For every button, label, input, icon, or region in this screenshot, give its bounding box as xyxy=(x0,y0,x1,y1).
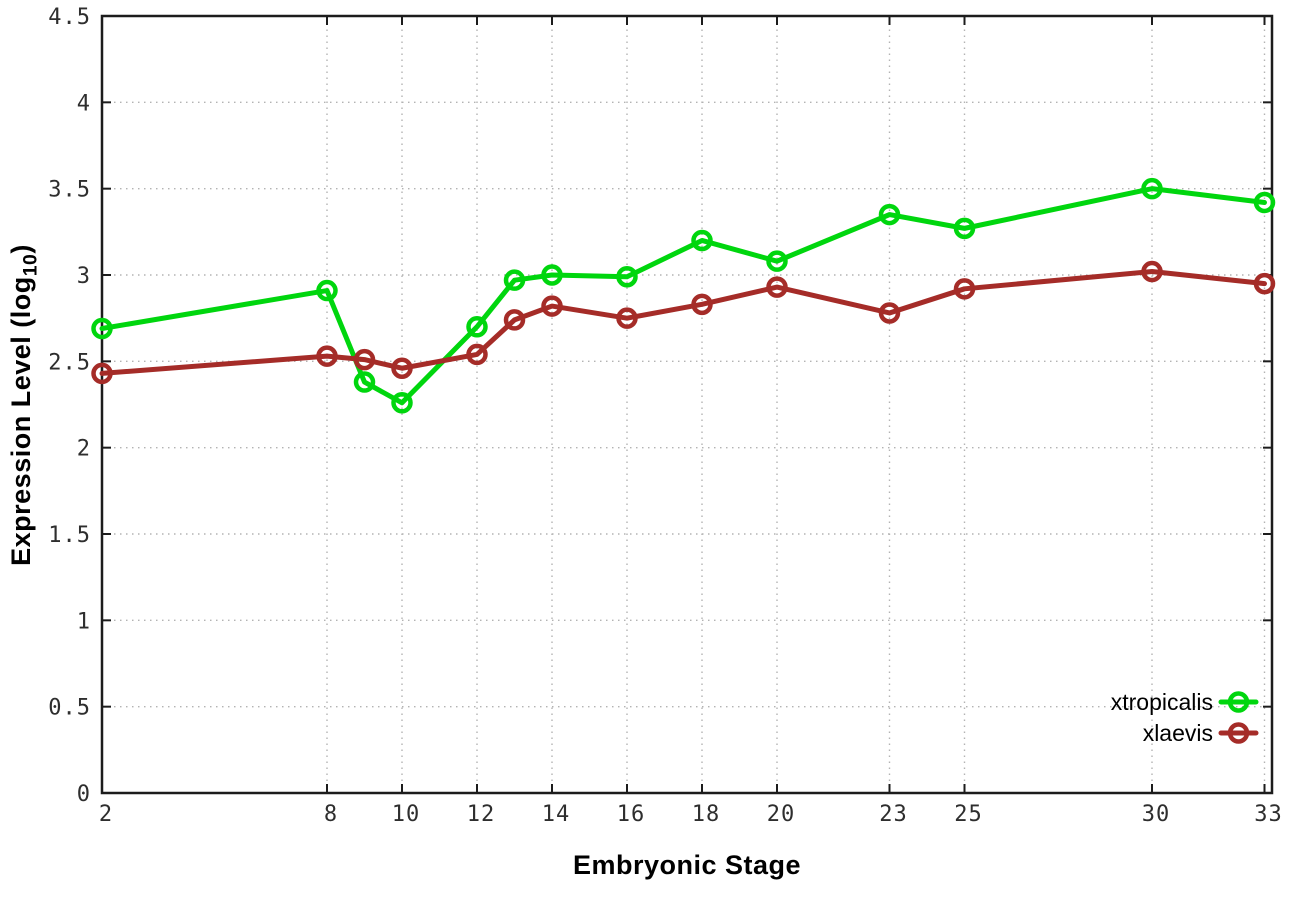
x-tick-label-25: 25 xyxy=(954,802,983,827)
data-point-xlaevis-stage-8 xyxy=(316,345,338,367)
y-tick-label-1: 1 xyxy=(77,609,91,634)
plot-border xyxy=(100,14,1274,795)
legend-label-xlaevis: xlaevis xyxy=(1143,720,1213,746)
data-point-xtropicalis-stage-23 xyxy=(878,203,901,226)
data-point-xlaevis-stage-33 xyxy=(1253,272,1276,295)
data-point-xlaevis-stage-2 xyxy=(91,362,113,385)
data-point-xlaevis-stage-13 xyxy=(503,309,526,331)
legend-sample-marker-xtropicalis xyxy=(1227,691,1250,713)
data-point-xlaevis-stage-30 xyxy=(1141,260,1163,283)
data-point-xtropicalis-stage-25 xyxy=(953,217,976,240)
y-tick-label-4.5: 4.5 xyxy=(48,5,91,30)
y-axis-label-subscript: 10 xyxy=(19,253,42,277)
data-point-xtropicalis-stage-8 xyxy=(316,279,338,302)
data-point-xlaevis-stage-25 xyxy=(953,278,976,300)
y-tick-label-2: 2 xyxy=(77,437,91,462)
x-tick-label-12: 12 xyxy=(467,802,496,827)
y-axis-label-close: ) xyxy=(6,244,36,254)
legend-sample-marker-xlaevis xyxy=(1227,722,1250,744)
y-tick-label-1.5: 1.5 xyxy=(48,523,91,548)
data-point-xtropicalis-stage-12 xyxy=(466,316,488,338)
x-tick-label-18: 18 xyxy=(692,802,721,827)
data-point-xtropicalis-stage-16 xyxy=(616,265,638,288)
x-tick-label-16: 16 xyxy=(617,802,646,827)
x-tick-label-2: 2 xyxy=(99,802,113,827)
data-point-xtropicalis-stage-9 xyxy=(353,371,376,393)
x-tick-label-8: 8 xyxy=(324,802,338,827)
data-point-xtropicalis-stage-13 xyxy=(503,269,526,291)
data-point-xtropicalis-stage-20 xyxy=(766,250,788,272)
data-point-xtropicalis-stage-30 xyxy=(1141,177,1163,200)
data-point-xlaevis-stage-18 xyxy=(691,293,713,316)
data-point-xlaevis-stage-14 xyxy=(541,295,563,317)
data-point-xtropicalis-stage-18 xyxy=(691,229,713,252)
data-point-xlaevis-stage-12 xyxy=(466,343,488,366)
y-tick-label-3.5: 3.5 xyxy=(48,178,91,203)
data-point-xlaevis-stage-10 xyxy=(391,357,413,379)
x-tick-label-14: 14 xyxy=(542,802,571,827)
y-tick-label-2.5: 2.5 xyxy=(48,350,91,375)
y-tick-label-4: 4 xyxy=(77,91,91,116)
x-axis-label: Embryonic Stage xyxy=(572,850,802,880)
data-point-xlaevis-stage-16 xyxy=(616,307,638,329)
x-tick-label-23: 23 xyxy=(879,802,908,827)
y-axis-label-text: Expression Level (log xyxy=(6,276,36,566)
x-tick-label-30: 30 xyxy=(1142,802,1171,827)
y-tick-label-3: 3 xyxy=(77,264,91,289)
data-point-xlaevis-stage-23 xyxy=(878,302,901,324)
data-point-xtropicalis-stage-14 xyxy=(541,264,563,286)
legend-label-xtropicalis: xtropicalis xyxy=(1111,689,1213,715)
y-tick-label-0: 0 xyxy=(77,782,91,807)
x-tick-label-33: 33 xyxy=(1254,802,1283,827)
data-point-xlaevis-stage-9 xyxy=(353,348,376,371)
data-point-xtropicalis-stage-33 xyxy=(1253,191,1276,214)
x-tick-label-10: 10 xyxy=(392,802,421,827)
y-tick-label-0.5: 0.5 xyxy=(48,696,91,721)
x-tick-label-20: 20 xyxy=(767,802,796,827)
data-point-xtropicalis-stage-2 xyxy=(91,317,113,340)
data-point-xlaevis-stage-20 xyxy=(766,276,788,298)
data-point-xtropicalis-stage-10 xyxy=(391,392,413,414)
y-axis-label: Expression Level (log10) xyxy=(6,5,44,805)
